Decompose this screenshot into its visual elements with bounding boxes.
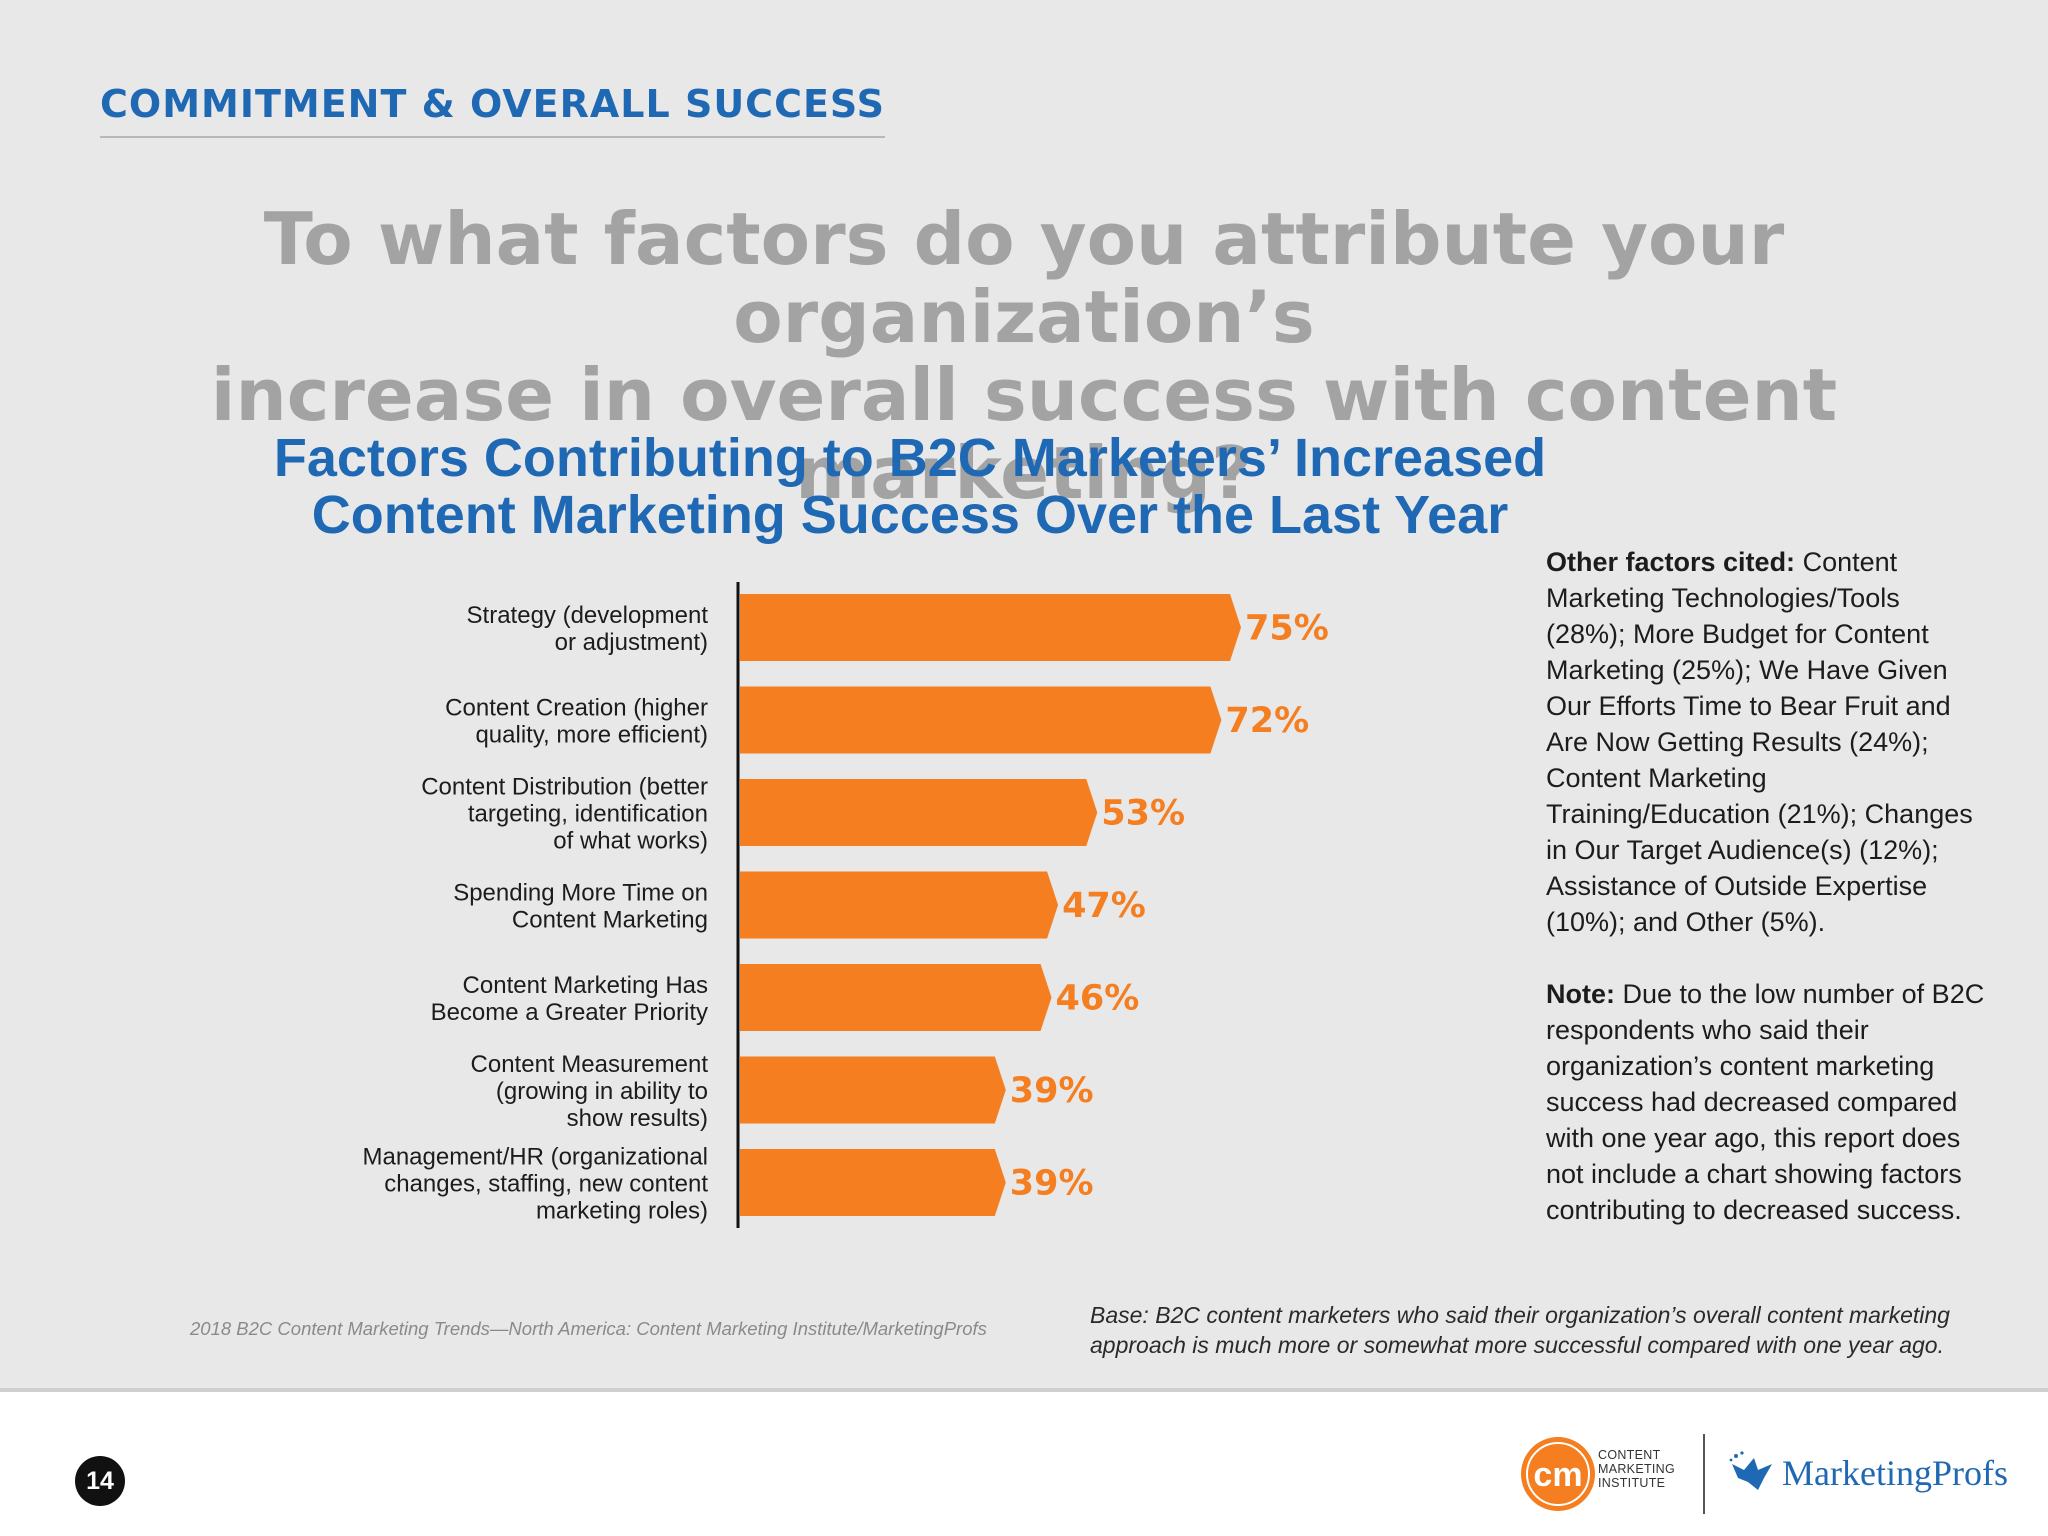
bar	[740, 1056, 1006, 1124]
category-label-line: show results)	[567, 1105, 708, 1132]
other-factors-note: Other factors cited: Content Marketing T…	[1546, 544, 1986, 940]
category-label-line: Management/HR (organizational	[362, 1144, 708, 1171]
bar	[740, 686, 1222, 754]
category-label: Content Measurement (growing in ability t…	[471, 1051, 709, 1132]
category-label-line: of what works)	[553, 828, 708, 855]
chart-title-line-2: Content Marketing Success Over the Last …	[311, 485, 1509, 545]
category-label-line: Content Creation (higher	[445, 695, 708, 722]
bar-value-label: 39%	[1010, 1164, 1094, 1204]
bar	[740, 1149, 1006, 1216]
bar-value-label: 46%	[1056, 979, 1140, 1019]
category-label: Strategy (development or adjustment)	[467, 602, 709, 656]
category-label-line: Content Marketing	[512, 907, 708, 934]
decrease-note: Note: Due to the low number of B2C respo…	[1546, 976, 1986, 1228]
category-label: Content Distribution (better targeting, i…	[421, 774, 708, 855]
other-factors-text: Content Marketing Technologies/Tools (28…	[1546, 547, 1973, 937]
bar-value-label: 75%	[1245, 609, 1329, 649]
base-note: Base: B2C content marketers who said the…	[1090, 1302, 1950, 1358]
category-label-line: quality, more efficient)	[475, 722, 708, 749]
cmi-line-2: MARKETING	[1598, 1462, 1676, 1476]
chart-title-line-1: Factors Contributing to B2C Marketers’ I…	[273, 428, 1547, 488]
bar	[740, 964, 1052, 1031]
note-label: Note:	[1546, 979, 1615, 1009]
category-label: Spending More Time on Content Marketing	[453, 880, 708, 934]
bird-icon	[1729, 1451, 1772, 1490]
cmi-logo-icon: cm	[1521, 1437, 1595, 1511]
category-label: Content Creation (higher quality, more ef…	[445, 695, 708, 749]
category-label-line: Content Distribution (better	[421, 774, 708, 801]
cmi-line-3: INSTITUTE	[1598, 1476, 1666, 1490]
bar-value-label: 39%	[1010, 1071, 1094, 1111]
category-label-line: Become a Greater Priority	[431, 999, 708, 1026]
category-label-line: or adjustment)	[555, 629, 708, 656]
page-question: To what factors do you attribute your or…	[0, 200, 2048, 512]
section-title: COMMITMENT & OVERALL SUCCESS	[100, 82, 885, 138]
question-line-1: To what factors do you attribute your or…	[263, 197, 1785, 359]
note-text: Due to the low number of B2C respondents…	[1546, 979, 1985, 1225]
bar	[740, 779, 1098, 846]
category-label-line: Content Measurement	[471, 1051, 709, 1078]
footer: 14 cm CONTENT MARKETING INSTITUTE Market…	[0, 1388, 2048, 1536]
svg-text:cm: cm	[1533, 1456, 1582, 1494]
bar	[740, 594, 1241, 661]
chart-title: Factors Contributing to B2C Marketers’ I…	[260, 430, 1560, 544]
category-label-line: Strategy (development	[467, 602, 709, 629]
source-citation: 2018 B2C Content Marketing Trends—North …	[190, 1318, 987, 1339]
cmi-line-1: CONTENT	[1598, 1448, 1661, 1462]
bar-chart: 75% Strategy (development or adjustment) 72…	[362, 582, 1329, 1228]
category-label-line: targeting, identification	[468, 801, 708, 828]
category-label-line: Content Marketing Has	[463, 972, 708, 999]
bar-value-label: 47%	[1062, 886, 1146, 926]
other-factors-label: Other factors cited:	[1546, 547, 1796, 577]
bar-value-label: 53%	[1101, 794, 1185, 834]
marketingprofs-wordmark: MarketingProfs	[1782, 1453, 2008, 1493]
question-line-2: increase in overall success with content…	[210, 353, 1838, 515]
cmi-wordmark: CONTENT MARKETING INSTITUTE	[1598, 1448, 1675, 1490]
bar-value-label: 72%	[1225, 701, 1309, 741]
category-label-line: Spending More Time on	[453, 880, 708, 907]
category-label-line: marketing roles)	[536, 1198, 708, 1225]
page-number: 14	[75, 1456, 125, 1506]
category-label-line: changes, staffing, new content	[384, 1171, 708, 1198]
category-label-line: (growing in ability to	[496, 1078, 708, 1105]
logo-divider	[1703, 1434, 1705, 1514]
category-label: Content Marketing Has Become a Greater Pr…	[431, 972, 708, 1026]
side-notes: Other factors cited: Content Marketing T…	[1546, 544, 1986, 1264]
bar	[740, 871, 1059, 939]
category-label: Management/HR (organizational changes, st…	[362, 1144, 708, 1225]
